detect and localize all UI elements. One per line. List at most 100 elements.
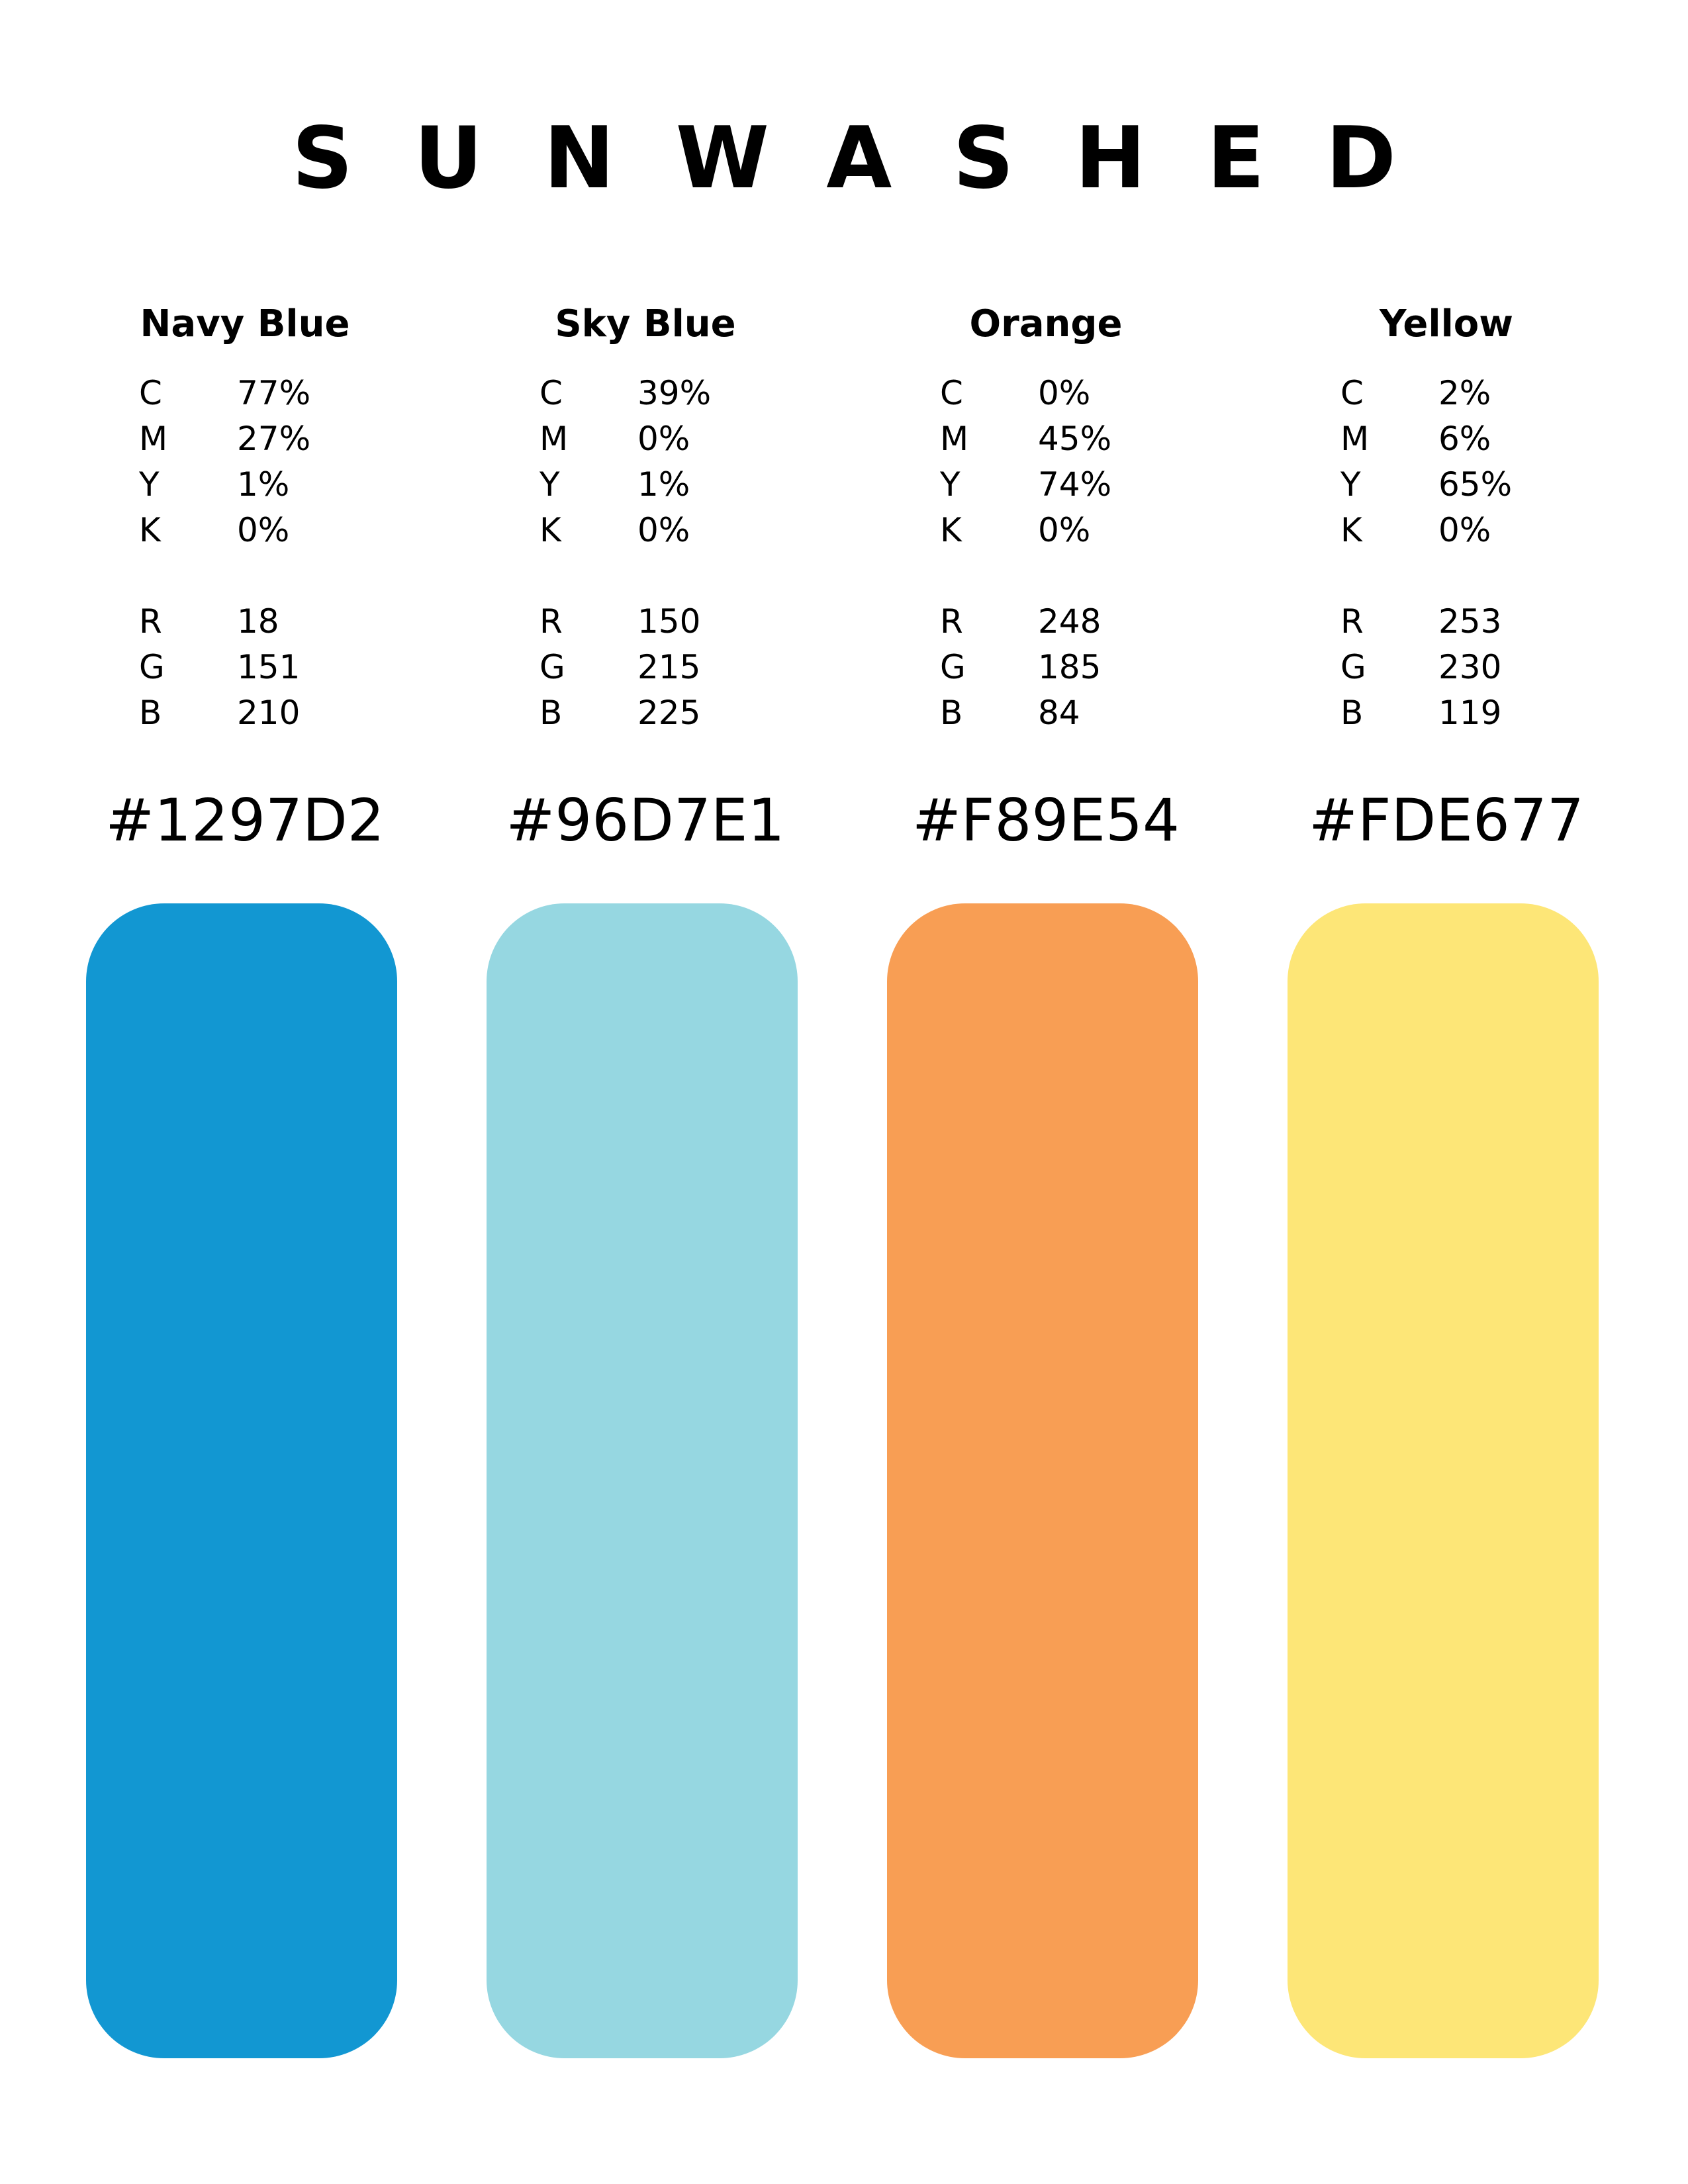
- rgb-b-row: B 119: [1340, 690, 1579, 736]
- code-label: B: [139, 694, 162, 732]
- code-value: 77%: [237, 374, 311, 412]
- code-value: 185: [1038, 648, 1102, 686]
- color-swatch: [887, 903, 1198, 2058]
- code-label: C: [539, 374, 563, 412]
- rgb-g-row: G 230: [1340, 645, 1579, 690]
- code-value: 248: [1038, 602, 1102, 641]
- cmyk-m-row: M 0%: [539, 416, 778, 462]
- code-label: R: [139, 602, 162, 641]
- code-label: M: [139, 420, 168, 458]
- code-label: R: [539, 602, 563, 641]
- code-value: 0%: [1438, 511, 1491, 549]
- color-name: Sky Blue: [555, 302, 736, 345]
- code-label: G: [539, 648, 565, 686]
- rgb-g-row: G 151: [139, 645, 377, 690]
- code-value: 0%: [637, 511, 690, 549]
- code-value: 1%: [637, 465, 690, 504]
- code-label: M: [1340, 420, 1370, 458]
- code-value: 0%: [1038, 511, 1091, 549]
- rgb-b-row: B 210: [139, 690, 377, 736]
- color-codes: C 0% M 45% Y 74% K 0% R 248 G 185 B 84: [940, 371, 1178, 736]
- code-value: 215: [637, 648, 701, 686]
- cmyk-k-row: K 0%: [1340, 508, 1579, 553]
- hex-code: #96D7E1: [506, 786, 785, 854]
- cmyk-c-row: C 2%: [1340, 371, 1579, 416]
- cmyk-k-row: K 0%: [139, 508, 377, 553]
- code-value: 119: [1438, 694, 1502, 732]
- cmyk-c-row: C 0%: [940, 371, 1178, 416]
- cmyk-m-row: M 45%: [940, 416, 1178, 462]
- code-label: R: [940, 602, 963, 641]
- code-label: C: [940, 374, 963, 412]
- code-label: Y: [539, 465, 560, 504]
- hex-code: #FDE677: [1309, 786, 1584, 854]
- code-value: 0%: [237, 511, 290, 549]
- code-label: Y: [1340, 465, 1361, 504]
- code-label: B: [539, 694, 563, 732]
- code-value: 84: [1038, 694, 1080, 732]
- code-label: C: [139, 374, 162, 412]
- code-value: 45%: [1038, 420, 1112, 458]
- code-label: K: [139, 511, 161, 549]
- page-title: SUNWASHED: [291, 109, 1458, 208]
- cmyk-k-row: K 0%: [940, 508, 1178, 553]
- code-label: C: [1340, 374, 1364, 412]
- code-value: 225: [637, 694, 701, 732]
- cmyk-k-row: K 0%: [539, 508, 778, 553]
- code-label: Y: [139, 465, 160, 504]
- cmyk-c-row: C 77%: [139, 371, 377, 416]
- code-value: 39%: [637, 374, 712, 412]
- code-label: M: [940, 420, 969, 458]
- code-label: K: [1340, 511, 1362, 549]
- code-value: 74%: [1038, 465, 1112, 504]
- cmyk-y-row: Y 65%: [1340, 462, 1579, 508]
- rgb-r-row: R 150: [539, 599, 778, 645]
- code-label: B: [940, 694, 963, 732]
- rgb-r-row: R 18: [139, 599, 377, 645]
- rgb-b-row: B 225: [539, 690, 778, 736]
- cmyk-y-row: Y 1%: [139, 462, 377, 508]
- color-name: Orange: [969, 302, 1123, 345]
- code-label: K: [940, 511, 962, 549]
- code-label: G: [139, 648, 165, 686]
- code-label: K: [539, 511, 561, 549]
- hex-code: #F89E54: [912, 786, 1180, 854]
- code-value: 1%: [237, 465, 290, 504]
- rgb-r-row: R 253: [1340, 599, 1579, 645]
- color-codes: C 77% M 27% Y 1% K 0% R 18 G 151 B 210: [139, 371, 377, 736]
- code-value: 2%: [1438, 374, 1491, 412]
- color-name: Yellow: [1380, 302, 1513, 345]
- color-codes: C 39% M 0% Y 1% K 0% R 150 G 215 B 225: [539, 371, 778, 736]
- cmyk-m-row: M 27%: [139, 416, 377, 462]
- cmyk-y-row: Y 74%: [940, 462, 1178, 508]
- code-label: B: [1340, 694, 1364, 732]
- code-value: 0%: [637, 420, 690, 458]
- hex-code: #1297D2: [105, 786, 385, 854]
- code-label: G: [940, 648, 966, 686]
- code-label: M: [539, 420, 569, 458]
- code-value: 230: [1438, 648, 1502, 686]
- cmyk-m-row: M 6%: [1340, 416, 1579, 462]
- cmyk-c-row: C 39%: [539, 371, 778, 416]
- color-codes: C 2% M 6% Y 65% K 0% R 253 G 230 B 119: [1340, 371, 1579, 736]
- color-swatch: [487, 903, 798, 2058]
- rgb-g-row: G 185: [940, 645, 1178, 690]
- code-value: 210: [237, 694, 301, 732]
- code-value: 150: [637, 602, 701, 641]
- code-label: Y: [940, 465, 961, 504]
- rgb-r-row: R 248: [940, 599, 1178, 645]
- cmyk-y-row: Y 1%: [539, 462, 778, 508]
- color-swatch: [86, 903, 397, 2058]
- code-value: 151: [237, 648, 301, 686]
- code-value: 65%: [1438, 465, 1513, 504]
- color-name: Navy Blue: [140, 302, 350, 345]
- code-value: 6%: [1438, 420, 1491, 458]
- rgb-g-row: G 215: [539, 645, 778, 690]
- code-value: 253: [1438, 602, 1502, 641]
- color-swatch: [1288, 903, 1599, 2058]
- code-value: 27%: [237, 420, 311, 458]
- code-value: 18: [237, 602, 279, 641]
- code-label: R: [1340, 602, 1364, 641]
- code-value: 0%: [1038, 374, 1091, 412]
- code-label: G: [1340, 648, 1366, 686]
